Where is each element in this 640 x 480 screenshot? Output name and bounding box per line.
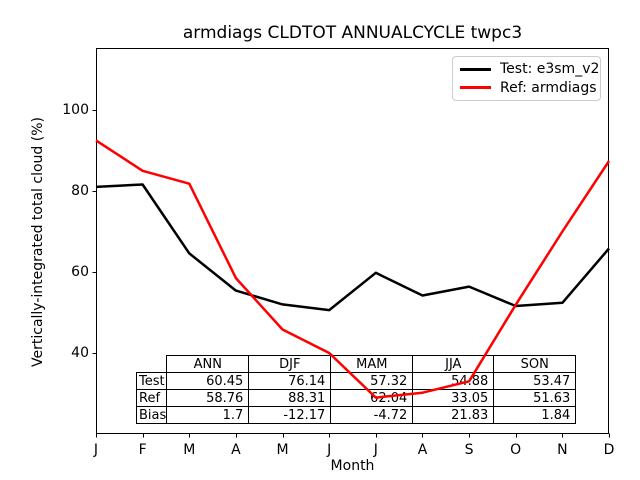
legend-item-ref: Ref: armdiags [460, 80, 597, 96]
y-tick-marks [92, 110, 97, 354]
table-cell: 57.32 [330, 372, 414, 390]
legend-label: Test: e3sm_v2 [500, 61, 600, 78]
y-tick-label: 40 [71, 345, 89, 361]
stats-table: ANN DJF MAM JJA SON Test 60.45 76.14 57.… [135, 355, 577, 424]
y-tick-label: 80 [71, 183, 89, 199]
table-cell: 88.31 [248, 389, 332, 407]
table-header-row: ANN DJF MAM JJA SON [137, 355, 577, 373]
y-tick-label: 100 [62, 102, 89, 118]
test-line-swatch [460, 67, 491, 71]
table-cell: -12.17 [248, 406, 332, 424]
y-axis-label: Vertically-integrated total cloud (%) [30, 117, 46, 367]
table-row-bias: Bias 1.7 -12.17 -4.72 21.83 1.84 [135, 406, 577, 424]
x-tick-label: O [510, 442, 522, 458]
test-line [95, 183, 610, 312]
x-tick-label: A [231, 442, 241, 458]
table-cell: 33.05 [412, 389, 495, 407]
table-row-label: Bias [135, 406, 168, 424]
table-col-header: DJF [248, 355, 332, 373]
x-tick-label: M [183, 442, 196, 458]
legend: Test: e3sm_v2 Ref: armdiags [452, 56, 601, 101]
legend-label: Ref: armdiags [500, 79, 597, 96]
table-col-header: MAM [330, 355, 414, 373]
table-cell: 1.7 [166, 406, 250, 424]
table-cell: 51.63 [493, 389, 577, 407]
x-tick-label: S [464, 442, 474, 458]
table-col-header: SON [493, 355, 577, 373]
x-tick-label: F [138, 442, 147, 458]
chart-title: armdiags CLDTOT ANNUALCYCLE twpc3 [182, 23, 523, 43]
x-tick-label: A [417, 442, 428, 458]
table-cell: 76.14 [248, 372, 332, 390]
table-row-label: Ref [135, 389, 168, 407]
x-tick-label: J [327, 442, 332, 458]
table-row-ref: Ref 58.76 88.31 62.04 33.05 51.63 [135, 389, 577, 407]
table-cell: 58.76 [166, 389, 250, 407]
x-tick-label: D [603, 442, 615, 458]
table-col-header: JJA [412, 355, 495, 373]
x-tick-marks [96, 433, 610, 438]
table-cell: 54.88 [412, 372, 495, 390]
x-axis-label: Month [330, 458, 375, 474]
x-tick-label: N [557, 442, 568, 458]
table-row-test: Test 60.45 76.14 57.32 54.88 53.47 [135, 372, 577, 390]
table-corner-cell [137, 356, 167, 373]
table-col-header: ANN [166, 355, 250, 373]
table-cell: 21.83 [412, 406, 495, 424]
x-tick-label: J [373, 442, 378, 458]
table-cell: 60.45 [166, 372, 250, 390]
table-cell: -4.72 [330, 406, 414, 424]
y-tick-label: 60 [71, 264, 89, 280]
ref-line-swatch [460, 86, 491, 90]
table-row-label: Test [135, 372, 168, 390]
legend-item-test: Test: e3sm_v2 [460, 61, 599, 77]
x-tick-label: M [276, 442, 289, 458]
table-cell: 1.84 [493, 406, 577, 424]
table-cell: 53.47 [493, 372, 577, 390]
table-cell: 62.04 [330, 389, 414, 407]
x-tick-label: J [93, 442, 99, 458]
